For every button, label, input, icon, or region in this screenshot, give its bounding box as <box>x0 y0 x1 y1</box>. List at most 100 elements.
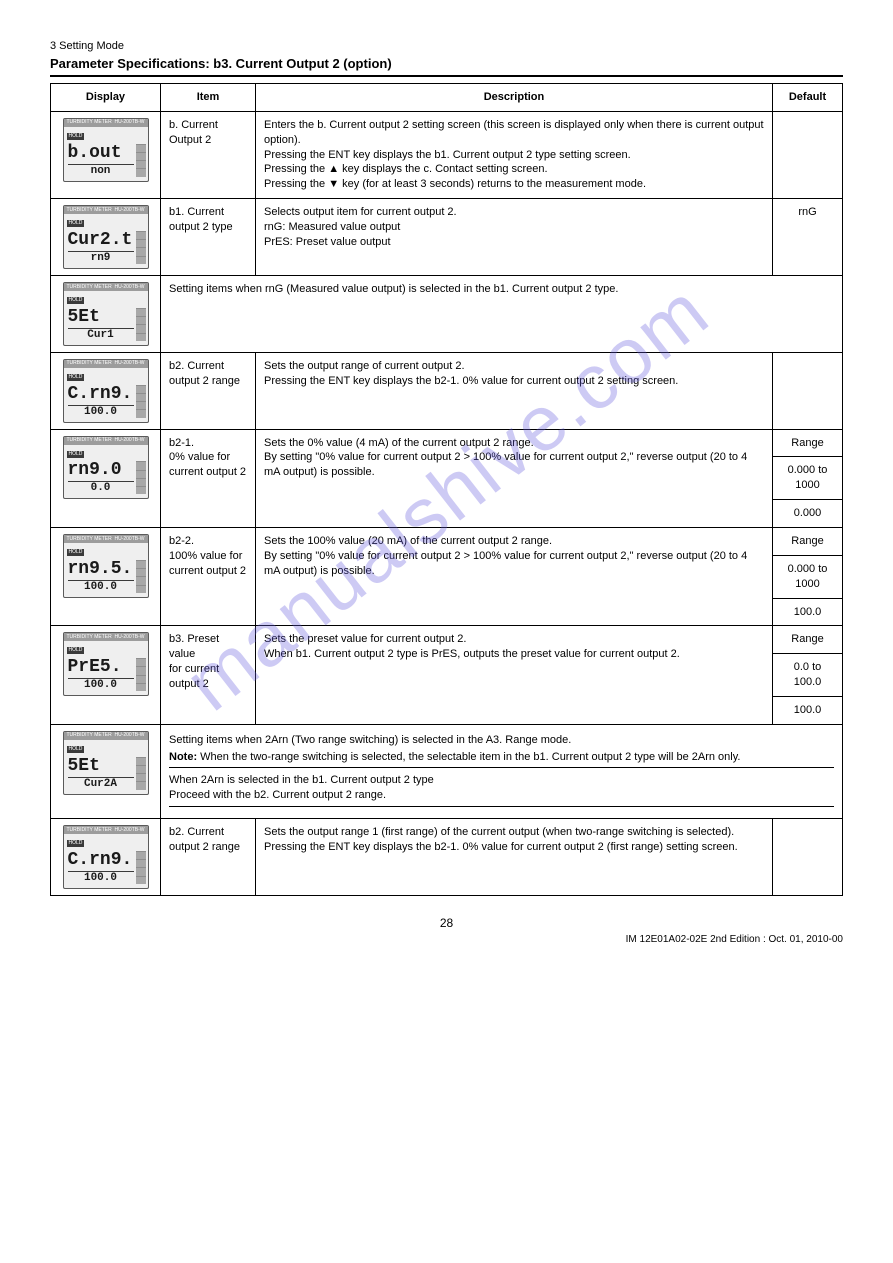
note2: When 2Arn is selected in the b1. Current… <box>169 773 834 807</box>
lcd-cell: TURBIDITY METERHU-200TB-W HOLD rn9.5. 10… <box>51 527 161 625</box>
item-cell: b1. Current output 2 type <box>161 199 256 276</box>
lcd-big: rn9.0 <box>68 461 134 479</box>
hold-badge: HOLD <box>67 746 85 753</box>
lcd-big: C.rn9. <box>68 385 134 403</box>
table-row: TURBIDITY METERHU-200TB-W HOLD 5Et Cur1 … <box>51 275 843 352</box>
hold-badge: HOLD <box>67 840 85 847</box>
default-value: 100.0 <box>773 696 843 724</box>
hold-badge: HOLD <box>67 133 85 140</box>
lcd-module: TURBIDITY METERHU-200TB-W HOLD 5Et Cur1 <box>63 282 149 346</box>
range-text: 0.000 to 1000 <box>788 563 828 590</box>
lcd-module: TURBIDITY METERHU-200TB-W HOLD 5Et Cur2A <box>63 731 149 795</box>
desc-cell: Sets the output range 1 (first range) of… <box>256 819 773 896</box>
default-cell <box>773 111 843 198</box>
hold-badge: HOLD <box>67 374 85 381</box>
table-row: TURBIDITY METERHU-200TB-W HOLD C.rn9. 10… <box>51 819 843 896</box>
range-value: 0.0 to 100.0 <box>773 654 843 697</box>
item-cell: b. Current Output 2 <box>161 111 256 198</box>
range-text: 0.000 to 1000 <box>788 464 828 491</box>
desc-cell: Selects output item for current output 2… <box>256 199 773 276</box>
range-label: Range <box>773 527 843 555</box>
table-row: TURBIDITY METERHU-200TB-W HOLD b.out non… <box>51 111 843 198</box>
lcd-big: Cur2.t <box>68 231 134 249</box>
lcd-cell: TURBIDITY METERHU-200TB-W HOLD b.out non <box>51 111 161 198</box>
desc-cell: Sets the 0% value (4 mA) of the current … <box>256 429 773 527</box>
hold-badge: HOLD <box>67 647 85 654</box>
range-value: 0.000 to 1000 <box>773 555 843 598</box>
lcd-small: 100.0 <box>68 871 134 884</box>
lcd-big: 5Et <box>68 757 134 775</box>
col-default: Default <box>773 84 843 112</box>
lcd-big: rn9.5. <box>68 560 134 578</box>
lcd-top: TURBIDITY METERHU-200TB-W <box>64 119 148 127</box>
hold-badge: HOLD <box>67 549 85 556</box>
lcd-big: PrE5. <box>68 658 134 676</box>
lcd-module: TURBIDITY METERHU-200TB-W HOLD C.rn9. 10… <box>63 359 149 423</box>
lcd-top: TURBIDITY METERHU-200TB-W <box>64 206 148 214</box>
item-cell: b2-2. 100% value for current output 2 <box>161 527 256 625</box>
note-label: Note: <box>169 751 197 763</box>
lcd-cell: TURBIDITY METERHU-200TB-W HOLD 5Et Cur2A <box>51 724 161 818</box>
range-label: Range <box>773 626 843 654</box>
table-row: TURBIDITY METERHU-200TB-W HOLD C.rn9. 10… <box>51 352 843 429</box>
lcd-cell: TURBIDITY METERHU-200TB-W HOLD 5Et Cur1 <box>51 275 161 352</box>
lcd-big: 5Et <box>68 308 134 326</box>
note-block: Note: When the two-range switching is se… <box>169 750 834 769</box>
table-header-row: Display Item Description Default <box>51 84 843 112</box>
desc-cell: Sets the output range of current output … <box>256 352 773 429</box>
lcd-top: TURBIDITY METERHU-200TB-W <box>64 826 148 834</box>
table-row: TURBIDITY METERHU-200TB-W HOLD 5Et Cur2A… <box>51 724 843 818</box>
group2-intro: Setting items when 2Arn (Two range switc… <box>169 731 834 750</box>
table-row: TURBIDITY METERHU-200TB-W HOLD Cur2.t rn… <box>51 199 843 276</box>
lcd-cell: TURBIDITY METERHU-200TB-W HOLD C.rn9. 10… <box>51 819 161 896</box>
lcd-big: C.rn9. <box>68 851 134 869</box>
group-note: Setting items when rnG (Measured value o… <box>169 283 618 295</box>
chapter-label: 3 Setting Mode <box>50 40 843 52</box>
lcd-module: TURBIDITY METERHU-200TB-W HOLD C.rn9. 10… <box>63 825 149 889</box>
col-display: Display <box>51 84 161 112</box>
lcd-top: TURBIDITY METERHU-200TB-W <box>64 283 148 291</box>
lcd-small: Cur2A <box>68 777 134 790</box>
lcd-top: TURBIDITY METERHU-200TB-W <box>64 535 148 543</box>
col-desc: Description <box>256 84 773 112</box>
table-row: TURBIDITY METERHU-200TB-W HOLD PrE5. 100… <box>51 626 843 654</box>
hold-badge: HOLD <box>67 451 85 458</box>
range-value: 0.000 to 1000 <box>773 457 843 500</box>
lcd-module: TURBIDITY METERHU-200TB-W HOLD Cur2.t rn… <box>63 205 149 269</box>
desc-text: Sets the preset value for current output… <box>264 633 680 660</box>
lcd-top: TURBIDITY METERHU-200TB-W <box>64 633 148 641</box>
lcd-small: Cur1 <box>68 328 134 341</box>
lcd-big: b.out <box>68 144 134 162</box>
hold-badge: HOLD <box>67 297 85 304</box>
default-value: 0.000 <box>773 500 843 528</box>
item-text: b2-1. 0% value for current output 2 <box>169 437 246 479</box>
item-text: b2-2. 100% value for current output 2 <box>169 535 246 577</box>
desc-cell: Sets the preset value for current output… <box>256 626 773 724</box>
lcd-small: non <box>68 164 134 177</box>
group-note-cell: Setting items when rnG (Measured value o… <box>161 275 843 352</box>
default-value: 100.0 <box>773 598 843 626</box>
desc-text: Sets the output range of current output … <box>264 360 678 387</box>
desc-text: Sets the 0% value (4 mA) of the current … <box>264 437 747 479</box>
desc-text: Sets the 100% value (20 mA) of the curre… <box>264 535 747 577</box>
table-row: TURBIDITY METERHU-200TB-W HOLD rn9.5. 10… <box>51 527 843 555</box>
lcd-cell: TURBIDITY METERHU-200TB-W HOLD rn9.0 0.0 <box>51 429 161 527</box>
lcd-small: rn9 <box>68 251 134 264</box>
lcd-module: TURBIDITY METERHU-200TB-W HOLD b.out non <box>63 118 149 182</box>
item-cell: b3. Preset value for current output 2 <box>161 626 256 724</box>
lcd-module: TURBIDITY METERHU-200TB-W HOLD rn9.5. 10… <box>63 534 149 598</box>
page: manualshive.com 3 Setting Mode Parameter… <box>0 0 893 995</box>
group2-cell: Setting items when 2Arn (Two range switc… <box>161 724 843 818</box>
lcd-top: TURBIDITY METERHU-200TB-W <box>64 360 148 368</box>
lcd-small: 100.0 <box>68 678 134 691</box>
table-row: TURBIDITY METERHU-200TB-W HOLD rn9.0 0.0… <box>51 429 843 457</box>
col-item: Item <box>161 84 256 112</box>
lcd-cell: TURBIDITY METERHU-200TB-W HOLD C.rn9. 10… <box>51 352 161 429</box>
item-cell: b2-1. 0% value for current output 2 <box>161 429 256 527</box>
range-label: Range <box>773 429 843 457</box>
note-text: When the two-range switching is selected… <box>200 751 740 763</box>
desc-text: Sets the output range 1 (first range) of… <box>264 826 738 853</box>
lcd-module: TURBIDITY METERHU-200TB-W HOLD PrE5. 100… <box>63 632 149 696</box>
default-cell <box>773 352 843 429</box>
item-cell: b2. Current output 2 range <box>161 819 256 896</box>
